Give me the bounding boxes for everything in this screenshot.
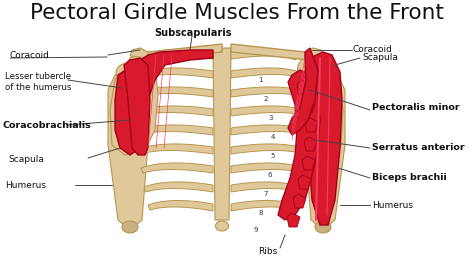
Polygon shape [231, 125, 307, 135]
Polygon shape [213, 48, 231, 220]
Polygon shape [304, 137, 317, 151]
Polygon shape [231, 144, 306, 154]
Polygon shape [143, 68, 213, 78]
Polygon shape [231, 182, 301, 192]
Polygon shape [293, 194, 306, 208]
Ellipse shape [216, 183, 228, 193]
Text: 8: 8 [259, 210, 263, 216]
Polygon shape [231, 68, 302, 78]
Polygon shape [305, 68, 345, 230]
Text: Coracobrachialis: Coracobrachialis [3, 120, 92, 130]
Polygon shape [138, 106, 213, 116]
Text: 1: 1 [258, 77, 262, 83]
Text: Humerus: Humerus [372, 201, 413, 210]
Text: 9: 9 [254, 227, 258, 233]
Text: 6: 6 [268, 172, 272, 178]
Text: 4: 4 [271, 134, 275, 140]
Ellipse shape [216, 50, 228, 60]
Ellipse shape [216, 145, 228, 155]
Polygon shape [108, 68, 148, 230]
Polygon shape [148, 49, 213, 60]
Polygon shape [288, 48, 318, 135]
Ellipse shape [216, 126, 228, 136]
Text: 3: 3 [269, 115, 273, 121]
Text: Humerus: Humerus [5, 181, 46, 189]
Polygon shape [231, 163, 304, 173]
Text: Biceps brachii: Biceps brachii [372, 172, 447, 181]
Polygon shape [138, 125, 213, 135]
Polygon shape [231, 106, 307, 116]
Polygon shape [148, 201, 213, 211]
Ellipse shape [122, 221, 138, 233]
Ellipse shape [216, 107, 228, 117]
Polygon shape [295, 52, 343, 155]
Polygon shape [305, 118, 318, 132]
Polygon shape [302, 99, 315, 113]
Polygon shape [110, 52, 158, 155]
Polygon shape [139, 144, 213, 154]
Polygon shape [302, 156, 315, 170]
Polygon shape [140, 87, 213, 97]
Polygon shape [130, 48, 148, 58]
Text: Serratus anterior: Serratus anterior [372, 143, 465, 152]
Text: Scapula: Scapula [8, 156, 44, 164]
Polygon shape [231, 44, 309, 60]
Ellipse shape [216, 88, 228, 98]
Ellipse shape [216, 221, 228, 231]
Ellipse shape [216, 69, 228, 79]
Polygon shape [297, 80, 310, 94]
Polygon shape [278, 70, 320, 220]
Text: Ribs: Ribs [258, 247, 278, 256]
Text: Scapula: Scapula [362, 52, 398, 61]
Ellipse shape [216, 202, 228, 212]
Ellipse shape [313, 63, 337, 83]
Polygon shape [305, 48, 323, 58]
Polygon shape [144, 182, 213, 192]
Polygon shape [144, 44, 222, 60]
Text: Coracoid: Coracoid [10, 51, 50, 60]
Polygon shape [231, 87, 305, 97]
Polygon shape [287, 213, 300, 227]
Polygon shape [231, 201, 297, 211]
Text: 5: 5 [271, 153, 275, 159]
Polygon shape [231, 49, 297, 60]
Polygon shape [305, 52, 342, 225]
Ellipse shape [315, 221, 331, 233]
Text: Lesser tubercle
of the humerus: Lesser tubercle of the humerus [5, 72, 72, 92]
Text: Pectoralis minor: Pectoralis minor [372, 103, 460, 113]
Polygon shape [124, 58, 150, 155]
Text: Pectoral Girdle Muscles From the Front: Pectoral Girdle Muscles From the Front [30, 3, 444, 23]
Polygon shape [298, 175, 311, 189]
Text: Coracoid: Coracoid [353, 45, 393, 55]
Polygon shape [141, 163, 213, 173]
Text: 7: 7 [264, 191, 268, 197]
Ellipse shape [116, 63, 140, 83]
Ellipse shape [216, 164, 228, 174]
Text: 2: 2 [264, 96, 268, 102]
Polygon shape [115, 50, 213, 155]
Text: Subscapularis: Subscapularis [154, 28, 232, 38]
